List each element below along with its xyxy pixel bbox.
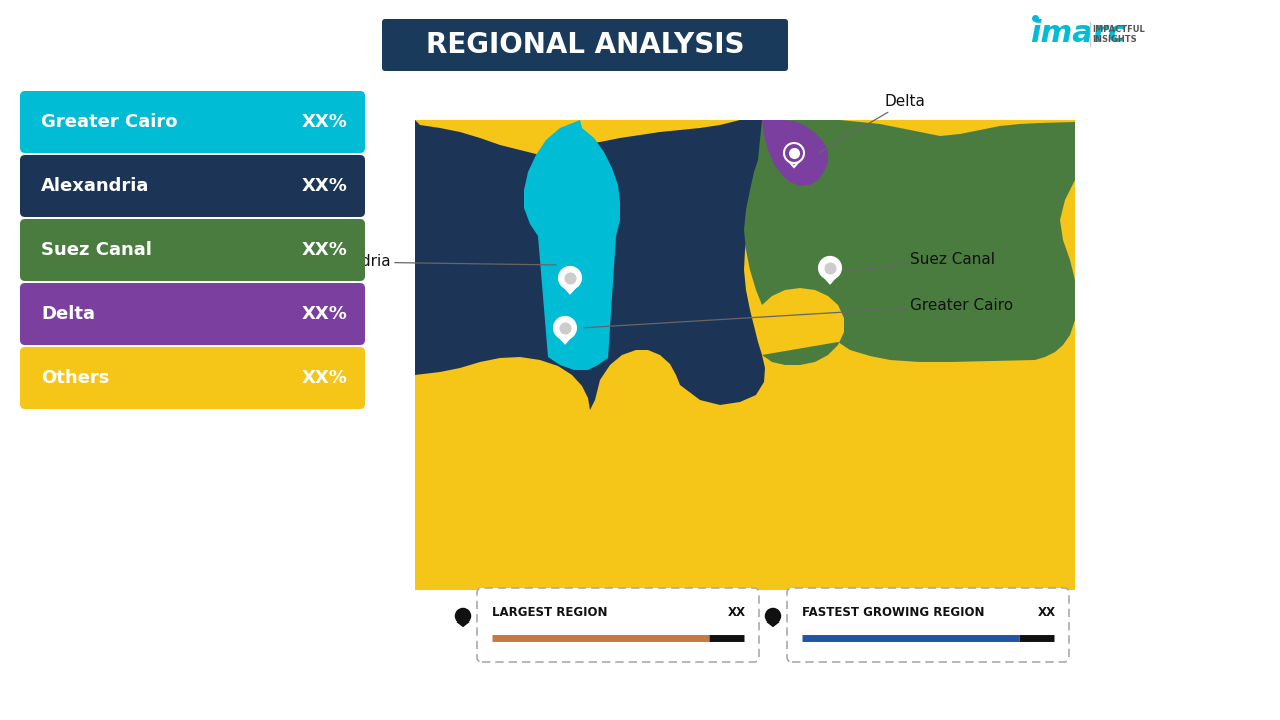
Polygon shape: [767, 622, 780, 627]
Text: Delta: Delta: [819, 94, 925, 153]
Text: XX%: XX%: [302, 113, 348, 131]
FancyBboxPatch shape: [20, 155, 365, 217]
Polygon shape: [786, 158, 803, 167]
Polygon shape: [524, 120, 620, 370]
Text: IMPACTFUL: IMPACTFUL: [1092, 24, 1144, 34]
Text: Suez Canal: Suez Canal: [41, 241, 152, 259]
Text: XX: XX: [1038, 606, 1056, 618]
Polygon shape: [415, 120, 765, 410]
Bar: [0, 0, 415, 720]
Text: imarc: imarc: [1030, 19, 1126, 48]
FancyBboxPatch shape: [477, 588, 759, 662]
Polygon shape: [561, 284, 579, 293]
Text: MARKET SHARE BY REGION: MARKET SHARE BY REGION: [35, 96, 321, 114]
FancyBboxPatch shape: [381, 19, 788, 71]
Circle shape: [454, 608, 471, 624]
Text: Greater Cairo: Greater Cairo: [584, 297, 1014, 328]
FancyBboxPatch shape: [20, 91, 365, 153]
Text: XX: XX: [728, 606, 746, 618]
Text: Others: Others: [41, 369, 109, 387]
Text: Alexandria: Alexandria: [41, 177, 150, 195]
Text: FASTEST GROWING REGION: FASTEST GROWING REGION: [803, 606, 984, 618]
Bar: [1075, 0, 1280, 720]
Circle shape: [783, 143, 804, 163]
FancyBboxPatch shape: [20, 219, 365, 281]
Polygon shape: [744, 120, 1075, 365]
Circle shape: [819, 257, 841, 279]
Text: INSIGHTS: INSIGHTS: [1092, 35, 1137, 43]
Circle shape: [559, 267, 581, 289]
Text: Delta: Delta: [41, 305, 95, 323]
Text: XX%: XX%: [302, 177, 348, 195]
Polygon shape: [822, 274, 838, 283]
Circle shape: [764, 608, 781, 624]
Polygon shape: [456, 622, 470, 627]
FancyBboxPatch shape: [787, 588, 1069, 662]
Bar: [0, 590, 1280, 720]
Text: Greater Cairo: Greater Cairo: [41, 113, 178, 131]
Text: LARGEST REGION: LARGEST REGION: [492, 606, 608, 618]
FancyBboxPatch shape: [20, 283, 365, 345]
Polygon shape: [557, 333, 573, 343]
Bar: [0, 0, 1280, 120]
Polygon shape: [762, 120, 828, 186]
FancyBboxPatch shape: [20, 347, 365, 409]
Text: XX%: XX%: [302, 369, 348, 387]
Bar: [415, 120, 1075, 590]
Text: XX%: XX%: [302, 241, 348, 259]
Text: Alexandria: Alexandria: [310, 254, 556, 269]
Text: Suez Canal: Suez Canal: [842, 253, 995, 271]
Text: REGIONAL ANALYSIS: REGIONAL ANALYSIS: [426, 31, 744, 59]
Circle shape: [554, 317, 576, 339]
Text: XX%: XX%: [302, 305, 348, 323]
